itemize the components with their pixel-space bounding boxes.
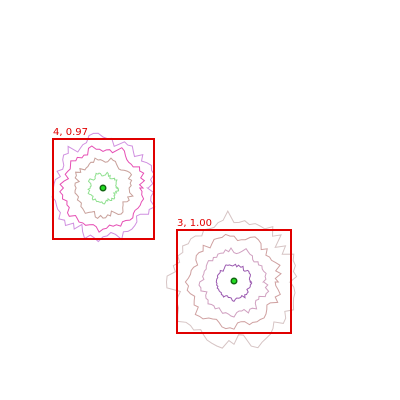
contour-line [165,210,298,349]
detection-label: 4, 0.97 [53,127,88,138]
contour-line [74,157,134,220]
detection-label: 3, 1.00 [177,218,212,229]
detection-group: 3, 1.00 [165,210,298,349]
bounding-box [176,229,292,334]
contour-line [198,247,270,318]
contour-line [184,233,282,330]
contour-line [87,171,120,205]
contour-line [215,263,253,303]
center-point [101,186,105,190]
contour-line [59,145,146,233]
bounding-box [52,138,155,240]
center-point [232,279,236,283]
contour-group [165,210,298,349]
detection-group: 4, 0.97 [51,127,156,243]
